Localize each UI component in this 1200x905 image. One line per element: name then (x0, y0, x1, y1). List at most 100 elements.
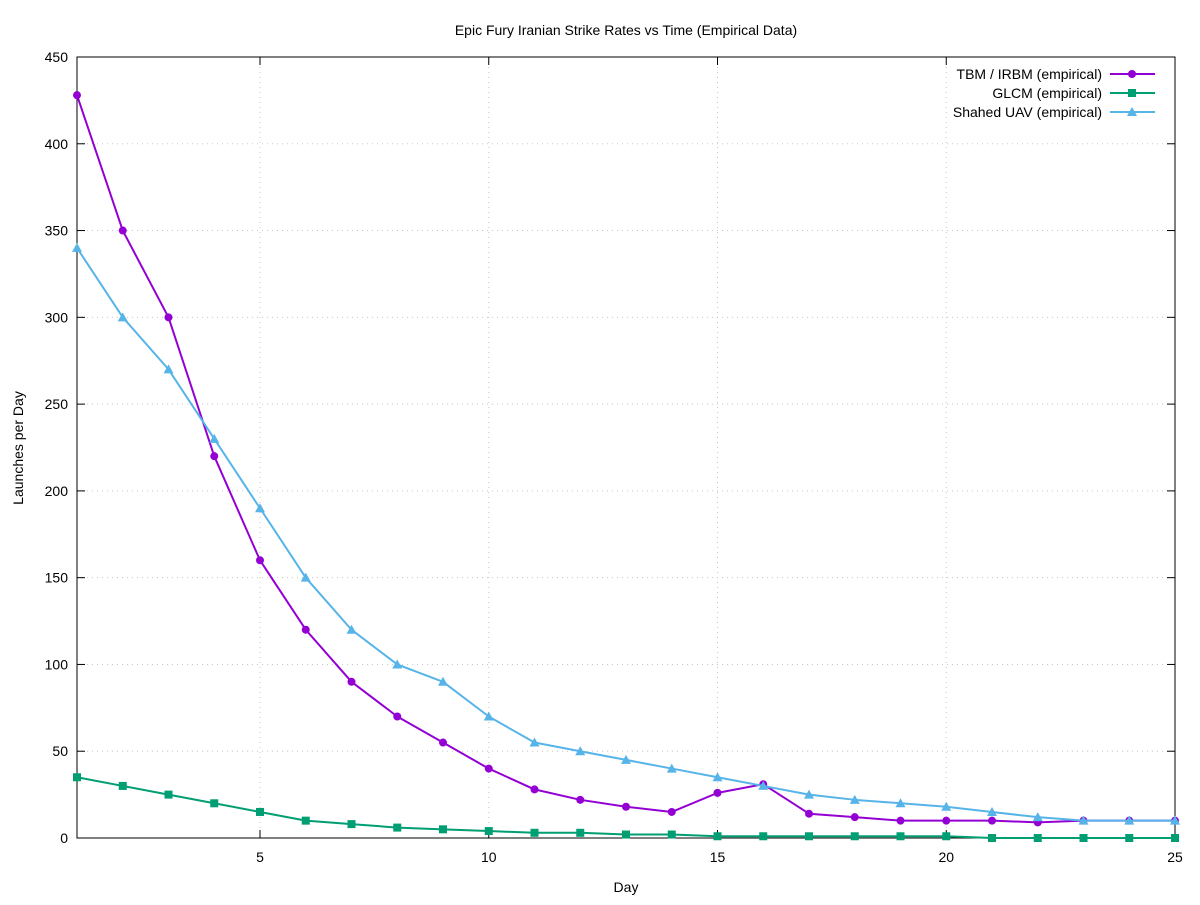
data-point (484, 764, 493, 773)
x-axis-label: Day (614, 879, 639, 895)
data-point (1032, 812, 1043, 822)
data-point (713, 832, 722, 841)
data-point (621, 754, 631, 764)
data-point (392, 659, 403, 669)
y-tick-label: 300 (45, 309, 69, 325)
series-line (76, 247, 1175, 822)
data-point (530, 785, 539, 794)
y-tick-label: 50 (52, 743, 68, 759)
data-point (164, 790, 173, 799)
data-point (530, 828, 539, 837)
data-point (941, 801, 952, 811)
legend-label: Shahed UAV (empirical) (953, 104, 1102, 120)
data-point (1171, 834, 1179, 842)
data-point (393, 823, 402, 832)
data-point (1078, 815, 1089, 825)
data-point (759, 832, 768, 841)
data-point (73, 91, 81, 100)
data-point (72, 242, 82, 252)
legend-marker (1127, 107, 1137, 116)
data-point (438, 676, 448, 686)
data-point (849, 794, 860, 804)
data-point (210, 799, 219, 808)
legend-entry: Shahed UAV (empirical) (953, 104, 1155, 120)
data-point (529, 737, 540, 747)
series-plot (72, 91, 1180, 842)
series-line (76, 94, 1175, 824)
data-point (346, 624, 357, 634)
data-point (1124, 815, 1135, 825)
legend-entry: GLCM (empirical) (992, 85, 1155, 101)
data-point (164, 313, 173, 322)
data-point (667, 807, 676, 816)
y-tick-label: 350 (45, 223, 69, 239)
data-point (439, 825, 447, 834)
data-point (256, 556, 264, 565)
data-point (805, 809, 813, 818)
data-point (622, 830, 630, 839)
data-point (1079, 834, 1088, 842)
data-point (118, 781, 127, 790)
x-tick-label: 5 (256, 849, 264, 865)
data-point (73, 773, 81, 782)
x-tick-label: 25 (1167, 849, 1183, 865)
data-point (850, 832, 859, 841)
y-tick-label: 100 (45, 656, 69, 672)
data-point (942, 832, 951, 841)
data-point (483, 711, 494, 721)
data-point (347, 677, 356, 686)
legend-entry: TBM / IRBM (empirical) (957, 66, 1155, 82)
data-point (942, 816, 951, 825)
data-point (1033, 834, 1042, 842)
data-point (163, 364, 174, 374)
series-circle (73, 91, 1179, 827)
data-point (712, 772, 723, 782)
data-point (758, 780, 769, 790)
data-point (713, 788, 722, 797)
plot-frame (76, 56, 1176, 839)
data-point (255, 503, 265, 513)
data-point (804, 789, 814, 799)
data-point (622, 802, 630, 811)
y-tick-label: 400 (45, 136, 69, 152)
data-point (210, 452, 219, 461)
data-point (850, 813, 859, 822)
y-tick-label: 250 (45, 396, 69, 412)
data-point (576, 828, 585, 837)
x-tick-label: 20 (938, 849, 954, 865)
y-tick-label: 0 (60, 830, 68, 846)
data-point (117, 312, 128, 322)
series-triangle (72, 242, 1180, 825)
legend-label: GLCM (empirical) (992, 85, 1102, 101)
data-point (393, 712, 402, 721)
data-point (896, 816, 905, 825)
data-point (895, 798, 906, 808)
data-point (301, 816, 310, 825)
y-tick-label: 450 (45, 49, 69, 65)
data-point (484, 827, 493, 836)
data-point (256, 807, 264, 816)
legend-marker (1128, 70, 1136, 78)
data-point (439, 738, 447, 747)
data-point (209, 433, 220, 443)
data-point (987, 806, 997, 816)
y-tick-label: 150 (45, 570, 69, 586)
data-point (805, 832, 813, 841)
x-tick-label: 10 (481, 849, 497, 865)
legend-label: TBM / IRBM (empirical) (957, 66, 1102, 82)
y-axis-label: Launches per Day (10, 391, 26, 505)
data-point (667, 830, 676, 839)
grid-lines (77, 57, 1175, 838)
data-point (301, 625, 310, 634)
series-square (73, 773, 1179, 842)
data-point (300, 572, 311, 582)
legend: TBM / IRBM (empirical) GLCM (empirical) Sh… (953, 66, 1155, 120)
chart-title: Epic Fury Iranian Strike Rates vs Time (… (455, 22, 797, 38)
data-point (666, 763, 677, 773)
x-tick-label: 15 (710, 849, 726, 865)
axes: 0 50 100 150 200 250 300 350 400 450 5 10 15 20 25 (45, 49, 1183, 865)
data-point (118, 226, 127, 235)
data-point (1170, 815, 1180, 825)
